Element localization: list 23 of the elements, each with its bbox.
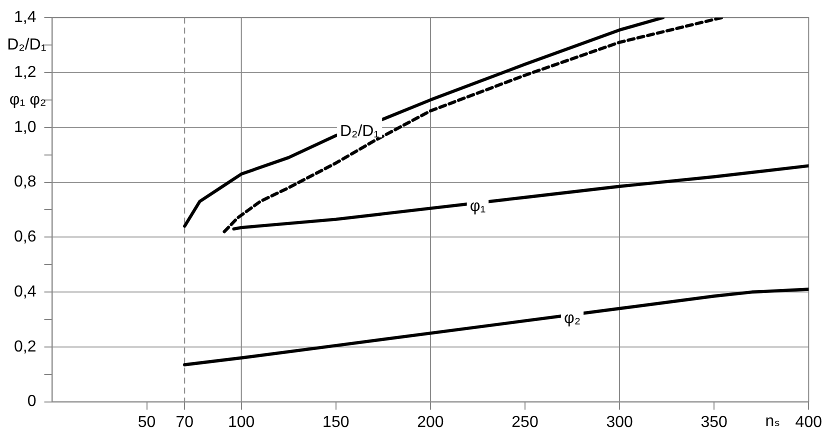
x-tick-label: 200 (417, 414, 444, 431)
y-tick-label: 0 (27, 393, 36, 410)
y-axis-title: D₂/D₁ (7, 36, 46, 54)
x-tick-label: 350 (700, 414, 728, 431)
y-tick-label: 0,2 (14, 338, 36, 356)
text: φ₁ φ₂ (9, 92, 46, 109)
x-axis-title: nₛ (765, 413, 780, 430)
series-label: φ₁ (470, 198, 486, 216)
x-tick-label: 70 (176, 414, 194, 431)
y-tick-label: 0,6 (14, 228, 36, 246)
x-tick-label: 400 (795, 414, 822, 431)
x-tick-label: 250 (512, 414, 538, 431)
x-tick-label: 300 (606, 414, 633, 431)
y-tick-label: 0,8 (14, 174, 36, 191)
y-tick-label: 0,4 (14, 283, 36, 300)
y-tick-label: 1,4 (14, 9, 36, 26)
x-tick-label: 150 (322, 414, 350, 431)
series-label: φ₂ (564, 310, 581, 328)
x-tick-label: 50 (138, 414, 156, 431)
y-tick-label: 1,2 (14, 64, 36, 81)
series-label: D₂/D₁ (340, 122, 380, 140)
x-tick-label: 100 (228, 414, 255, 431)
y-tick-label: 1,0 (14, 118, 36, 136)
